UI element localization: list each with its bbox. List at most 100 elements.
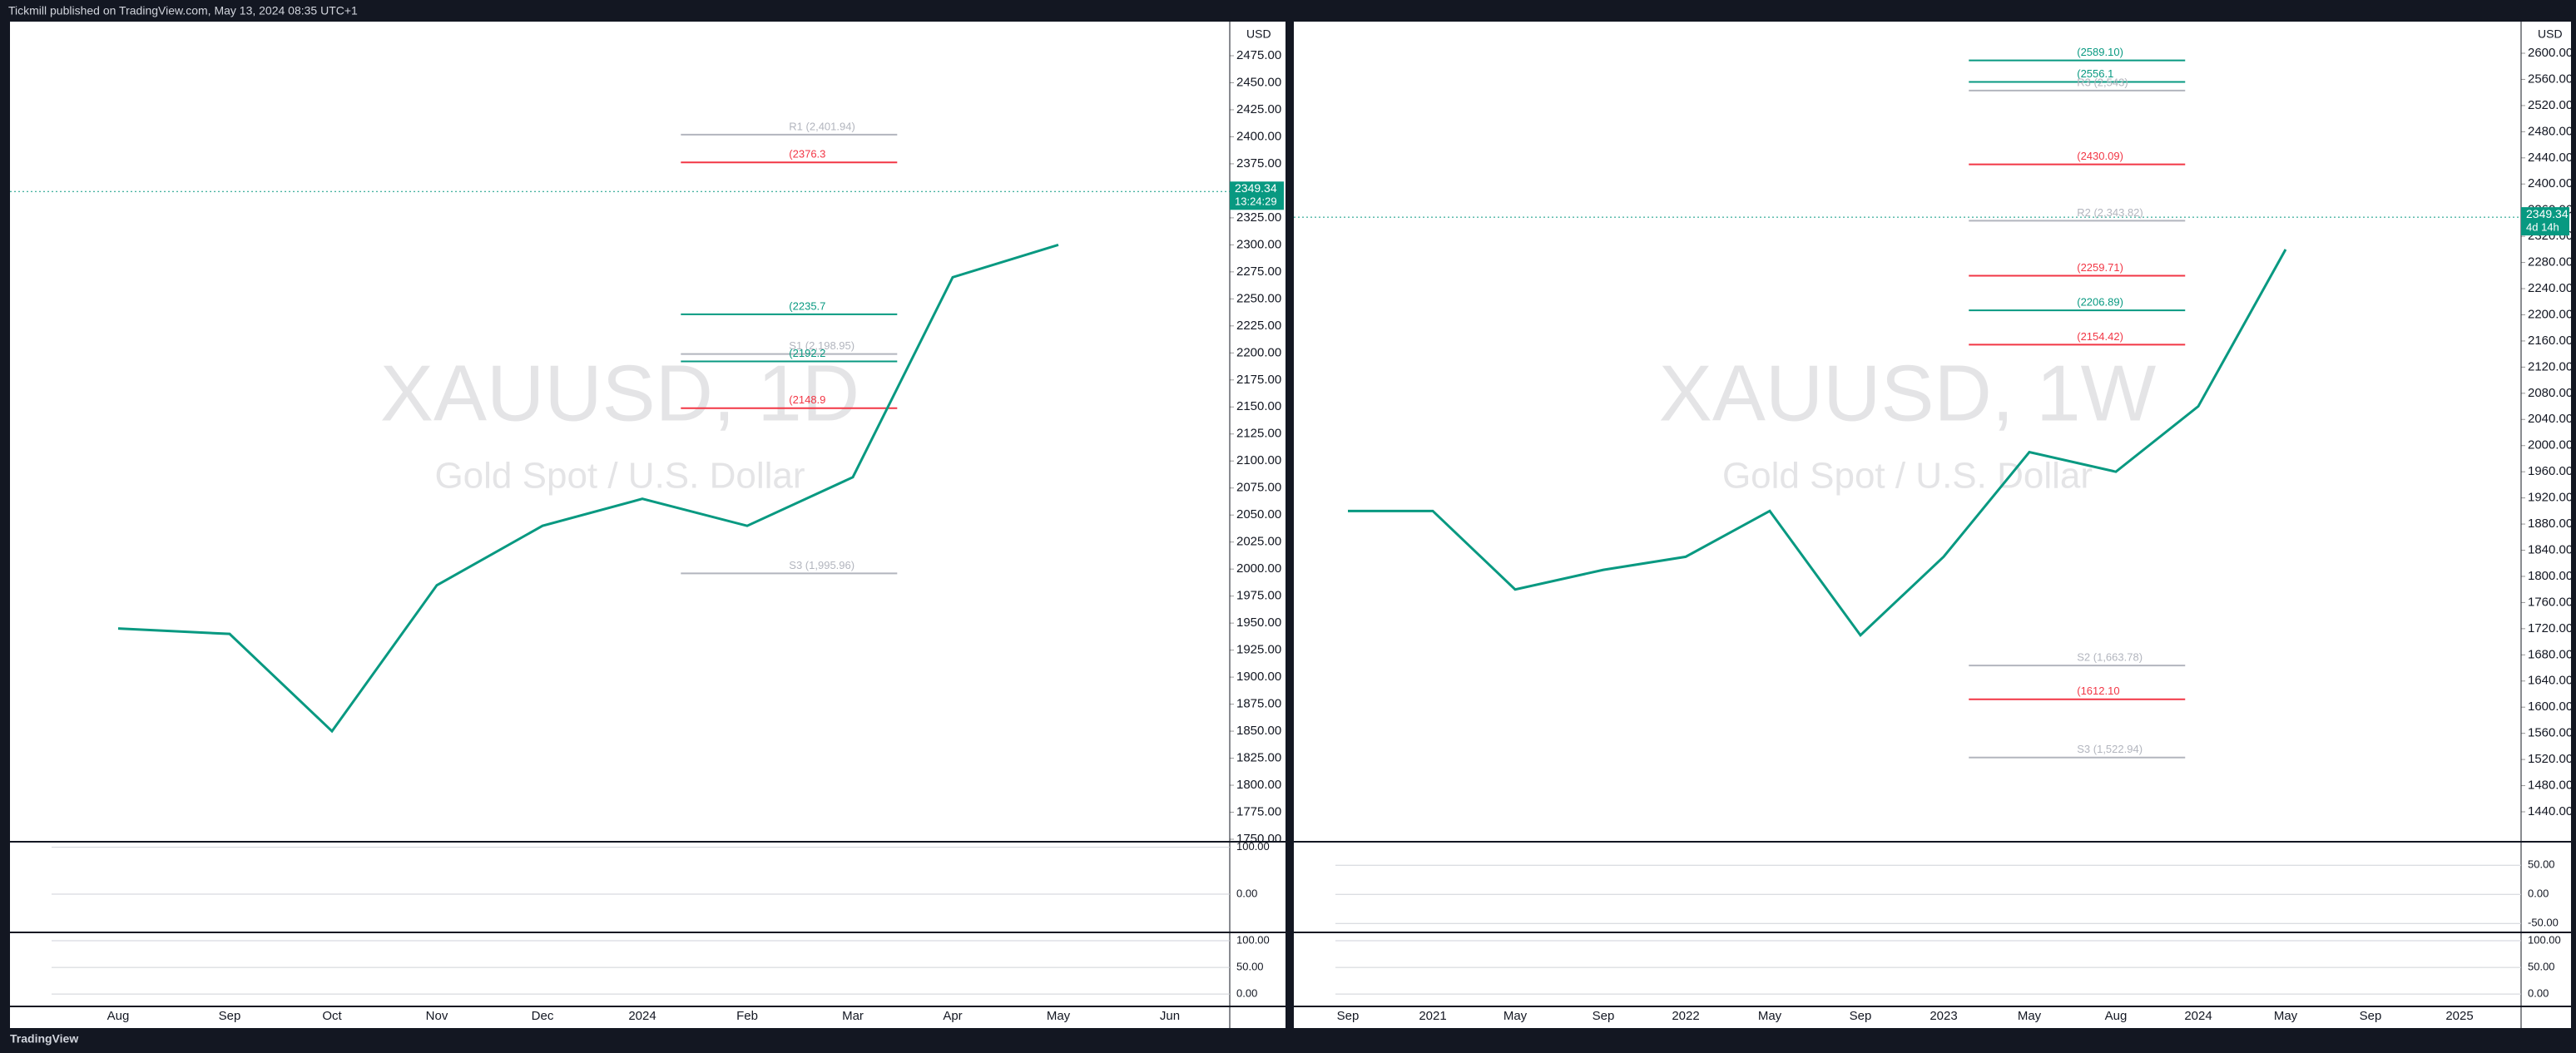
y-tick-label: 2000.00	[1236, 561, 1281, 576]
panel	[1294, 22, 2571, 1028]
y-tick-label: 1480.00	[2528, 779, 2573, 793]
x-tick-label: May	[1047, 1009, 1071, 1023]
y-tick-label: 2480.00	[2528, 124, 2573, 138]
x-tick-label: Jun	[1160, 1009, 1180, 1023]
y-tick-label: 2200.00	[2528, 307, 2573, 321]
level-label: R3 (2,543)	[2077, 76, 2128, 88]
y-tick-label: 1760.00	[2528, 595, 2573, 609]
y-tick-label: 2175.00	[1236, 373, 1281, 387]
y-tick-label: 2300.00	[1236, 237, 1281, 251]
y-tick-label: 2250.00	[1236, 291, 1281, 305]
x-tick-label: Mar	[842, 1009, 864, 1023]
pane-tick-label: 50.00	[2528, 961, 2555, 973]
price-tag-value: 2349.34	[2526, 207, 2569, 220]
x-tick-label: 2024	[2184, 1009, 2212, 1023]
panel	[10, 22, 1286, 1028]
level-label: (2556.1	[2077, 67, 2113, 80]
currency: USD	[2538, 27, 2563, 41]
y-tick-label: 1880.00	[2528, 517, 2573, 531]
header: Tickmill published on TradingView.com, M…	[8, 4, 358, 17]
y-tick-label: 1440.00	[2528, 804, 2573, 818]
y-tick-label: 2450.00	[1236, 75, 1281, 89]
x-tick-label: Sep	[2360, 1009, 2382, 1023]
price-tag	[2521, 207, 2569, 236]
level-label: R1 (2,401.94)	[789, 120, 855, 132]
pane-tick-label: 50.00	[2528, 858, 2555, 871]
y-tick-label: 2375.00	[1236, 156, 1281, 171]
y-tick-label: 1640.00	[2528, 674, 2573, 688]
y-tick-label: 1960.00	[2528, 464, 2573, 478]
y-tick-label: 2225.00	[1236, 319, 1281, 333]
y-tick-label: 1920.00	[2528, 491, 2573, 505]
x-tick-label: Nov	[426, 1009, 448, 1023]
x-tick-label: 2021	[1419, 1009, 1446, 1023]
x-tick-label: May	[1503, 1009, 1528, 1023]
pane-tick-label: 0.00	[2528, 887, 2549, 900]
y-tick-label: 2400.00	[2528, 176, 2573, 190]
y-tick-label: 2050.00	[1236, 507, 1281, 522]
y-tick-label: 2275.00	[1236, 264, 1281, 279]
watermark-description: Gold Spot / U.S. Dollar	[1722, 456, 2093, 497]
y-tick-label: 2125.00	[1236, 427, 1281, 441]
y-tick-label: 1520.00	[2528, 752, 2573, 766]
y-tick-label: 1800.00	[1236, 778, 1281, 792]
footer: TradingView	[10, 1032, 78, 1046]
x-tick-label: Sep	[1593, 1009, 1615, 1023]
price-tag-timer: 4d 14h	[2526, 221, 2559, 234]
y-tick-label: 2150.00	[1236, 399, 1281, 413]
y-tick-label: 2040.00	[2528, 412, 2573, 426]
pane-tick-label: 100.00	[1236, 840, 1270, 853]
level-label: (2589.10)	[2077, 46, 2123, 58]
y-tick-label: 1900.00	[1236, 670, 1281, 684]
watermark-description: Gold Spot / U.S. Dollar	[434, 456, 805, 497]
x-tick-label: Sep	[1850, 1009, 1872, 1023]
x-tick-label: Dec	[532, 1009, 554, 1023]
y-tick-label: 1775.00	[1236, 804, 1281, 818]
y-tick-label: 2080.00	[2528, 386, 2573, 400]
level-label: (2154.42)	[2077, 330, 2123, 343]
pane-tick-label: 0.00	[1236, 887, 1257, 899]
y-tick-label: 2425.00	[1236, 102, 1281, 116]
y-tick-label: 2325.00	[1236, 210, 1281, 225]
y-tick-label: 2240.00	[2528, 281, 2573, 295]
pane-tick-label: -50.00	[2528, 917, 2559, 929]
x-tick-label: Oct	[322, 1009, 342, 1023]
x-tick-label: Apr	[943, 1009, 962, 1023]
watermark-symbol: XAUUSD, 1D	[380, 349, 859, 438]
y-tick-label: 2600.00	[2528, 46, 2573, 60]
y-tick-label: 2120.00	[2528, 359, 2573, 373]
x-tick-label: May	[2018, 1009, 2042, 1023]
price-tag	[1230, 181, 1284, 210]
y-tick-label: 1975.00	[1236, 589, 1281, 603]
price-tag-timer: 13:24:29	[1235, 195, 1277, 208]
level-label: S2 (1,663.78)	[2077, 651, 2143, 664]
x-tick-label: 2024	[628, 1009, 656, 1023]
y-tick-label: 1680.00	[2528, 647, 2573, 661]
currency: USD	[1246, 27, 1271, 41]
y-tick-label: 2475.00	[1236, 48, 1281, 62]
level-label: (2192.2	[789, 347, 825, 359]
y-tick-label: 2200.00	[1236, 345, 1281, 359]
price-line	[1348, 249, 2287, 637]
y-tick-label: 2560.00	[2528, 72, 2573, 86]
watermark-symbol: XAUUSD, 1W	[1659, 349, 2157, 438]
y-tick-label: 1840.00	[2528, 542, 2573, 556]
y-tick-label: 2520.00	[2528, 98, 2573, 112]
level-label: (2206.89)	[2077, 296, 2123, 309]
x-tick-label: 2022	[1672, 1009, 1699, 1023]
y-tick-label: 2440.00	[2528, 151, 2573, 165]
x-tick-label: May	[1758, 1009, 1782, 1023]
level-label: (2259.71)	[2077, 261, 2123, 274]
y-tick-label: 1950.00	[1236, 615, 1281, 630]
level-label: (2376.3	[789, 148, 825, 161]
x-tick-label: Feb	[736, 1009, 758, 1023]
pane-tick-label: 100.00	[2528, 933, 2561, 946]
level-label: (2430.09)	[2077, 150, 2123, 162]
x-tick-label: Aug	[107, 1009, 130, 1023]
y-tick-label: 1875.00	[1236, 697, 1281, 711]
y-tick-label: 1720.00	[2528, 621, 2573, 635]
pane-tick-label: 0.00	[1236, 987, 1257, 1000]
level-label: S1 (2,198.95)	[789, 339, 855, 352]
price-tag-value: 2349.34	[1235, 181, 1277, 195]
